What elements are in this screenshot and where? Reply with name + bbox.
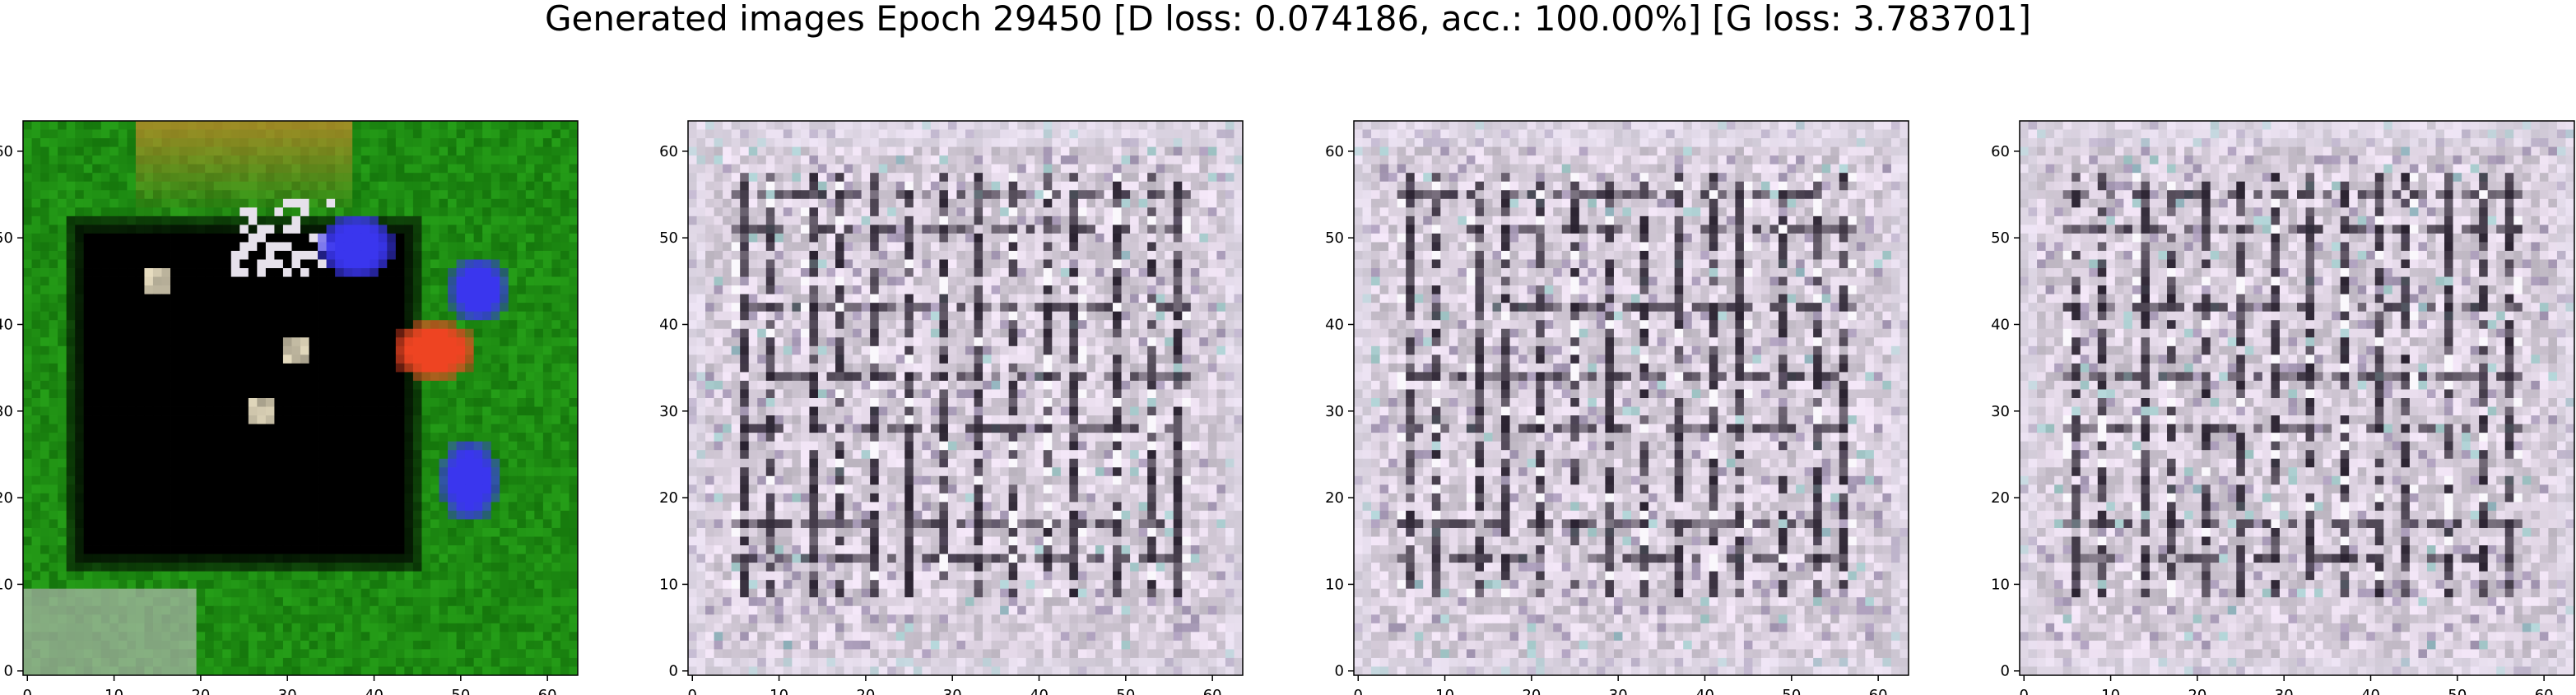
x-tick-label: 60 bbox=[538, 687, 557, 695]
x-tick-label: 60 bbox=[1203, 687, 1222, 695]
y-tick-label: 40 bbox=[659, 316, 678, 333]
panel-1-pixels bbox=[23, 121, 578, 675]
x-tick-label: 10 bbox=[105, 687, 123, 695]
x-tick-label: 50 bbox=[451, 687, 470, 695]
y-tick-label: 50 bbox=[659, 229, 678, 247]
x-tick-label: 20 bbox=[856, 687, 875, 695]
y-tick-label: 40 bbox=[0, 316, 13, 333]
y-tick-label: 60 bbox=[659, 143, 678, 160]
y-tick-label: 0 bbox=[4, 663, 13, 680]
x-tick-label: 10 bbox=[1435, 687, 1454, 695]
y-tick-label: 60 bbox=[1991, 143, 2010, 160]
x-tick-label: 40 bbox=[2361, 687, 2380, 695]
y-tick-label: 10 bbox=[1991, 576, 2010, 593]
x-tick-label: 30 bbox=[943, 687, 962, 695]
y-tick-label: 60 bbox=[1325, 143, 1344, 160]
y-tick-label: 30 bbox=[1325, 403, 1344, 420]
x-tick-label: 60 bbox=[1869, 687, 1888, 695]
y-tick-label: 20 bbox=[659, 489, 678, 507]
y-tick-label: 30 bbox=[0, 403, 13, 420]
x-tick-label: 50 bbox=[1116, 687, 1135, 695]
x-tick-label: 0 bbox=[23, 687, 32, 695]
y-tick-label: 10 bbox=[659, 576, 678, 593]
y-tick-label: 30 bbox=[659, 403, 678, 420]
x-tick-label: 30 bbox=[2275, 687, 2294, 695]
x-tick-label: 0 bbox=[688, 687, 697, 695]
image-panel-2: 0 10 20 30 40 50 60 0 10 20 30 40 50 60 bbox=[659, 121, 1243, 695]
x-tick-label: 30 bbox=[278, 687, 297, 695]
panel-3-pixels bbox=[1354, 121, 1909, 675]
panel-2-pixels bbox=[688, 121, 1243, 675]
x-tick-label: 10 bbox=[770, 687, 788, 695]
x-tick-label: 0 bbox=[1354, 687, 1363, 695]
y-tick-label: 40 bbox=[1325, 316, 1344, 333]
y-tick-label: 10 bbox=[0, 576, 13, 593]
image-panel-4: 0 10 20 30 40 50 60 0 10 20 30 40 50 60 bbox=[1991, 121, 2574, 695]
y-tick-label: 10 bbox=[1325, 576, 1344, 593]
y-tick-label: 20 bbox=[0, 489, 13, 507]
y-tick-label: 50 bbox=[0, 229, 13, 247]
y-tick-label: 20 bbox=[1991, 489, 2010, 507]
y-tick-label: 40 bbox=[1991, 316, 2010, 333]
y-tick-label: 50 bbox=[1325, 229, 1344, 247]
y-tick-label: 60 bbox=[0, 143, 13, 160]
x-tick-label: 0 bbox=[2020, 687, 2029, 695]
panel-4-pixels bbox=[2020, 121, 2574, 675]
image-panel-3: 0 10 20 30 40 50 60 0 10 20 30 40 50 60 bbox=[1325, 121, 1909, 695]
x-tick-label: 20 bbox=[191, 687, 210, 695]
x-tick-label: 60 bbox=[2535, 687, 2554, 695]
y-tick-label: 50 bbox=[1991, 229, 2010, 247]
y-tick-label: 20 bbox=[1325, 489, 1344, 507]
y-tick-label: 0 bbox=[1335, 663, 1344, 680]
y-tick-label: 0 bbox=[669, 663, 678, 680]
x-tick-label: 50 bbox=[2448, 687, 2467, 695]
y-tick-label: 30 bbox=[1991, 403, 2010, 420]
image-panel-1: 0 10 20 30 40 50 60 0 10 20 30 40 50 60 bbox=[0, 121, 578, 695]
x-tick-label: 10 bbox=[2101, 687, 2120, 695]
x-tick-label: 20 bbox=[1522, 687, 1541, 695]
x-tick-label: 40 bbox=[1030, 687, 1049, 695]
x-tick-label: 20 bbox=[2188, 687, 2206, 695]
x-tick-label: 40 bbox=[1695, 687, 1714, 695]
x-tick-label: 50 bbox=[1782, 687, 1801, 695]
y-tick-label: 0 bbox=[2001, 663, 2010, 680]
x-tick-label: 40 bbox=[365, 687, 384, 695]
x-tick-label: 30 bbox=[1609, 687, 1628, 695]
